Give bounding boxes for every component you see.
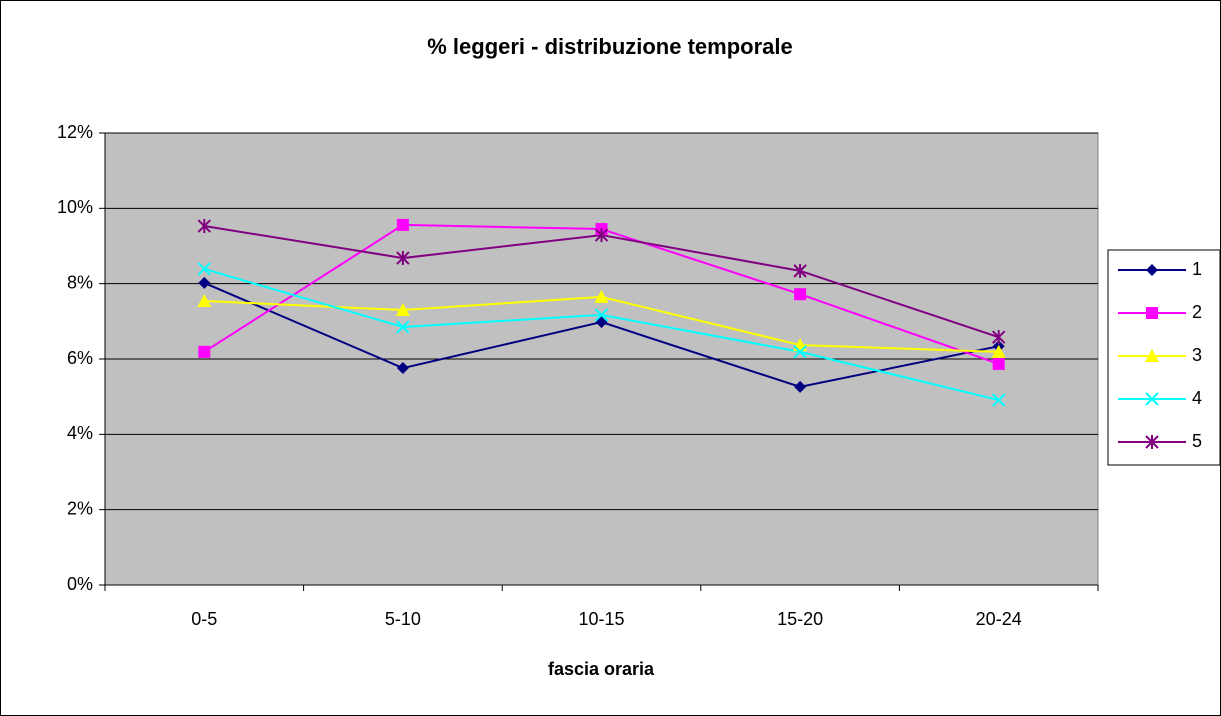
marker [396,218,409,231]
legend-label: 1 [1192,259,1202,279]
marker [396,251,410,266]
marker [594,308,609,322]
marker [396,320,410,334]
x-tick-label: 5-10 [385,609,421,629]
marker [594,289,609,303]
y-tick-label: 0% [67,574,93,594]
legend [1107,249,1221,466]
legend-marker [1145,392,1159,406]
legend-marker [1146,264,1158,276]
marker [794,380,807,393]
legend-marker [1145,435,1159,449]
y-tick-label: 2% [67,498,93,518]
marker [594,228,609,243]
marker [395,303,410,317]
x-tick-label: 0-5 [191,609,217,629]
legend-label: 5 [1192,431,1202,451]
marker [991,344,1006,358]
y-tick-label: 4% [67,423,93,443]
legend-label: 3 [1192,345,1202,365]
marker [794,288,807,301]
x-tick-label: 20-24 [976,609,1022,629]
marker [793,345,807,359]
y-tick-label: 6% [67,348,93,368]
marker [197,293,212,307]
y-tick-label: 12% [57,122,93,142]
marker [793,263,807,278]
legend-marker [1146,307,1158,319]
x-tick-label: 10-15 [578,609,624,629]
marker [991,393,1006,407]
y-tick-label: 10% [57,197,93,217]
marker [197,219,212,234]
x-tick-label: 15-20 [777,609,823,629]
marker [198,345,211,358]
marker [198,276,211,289]
marker [992,357,1005,370]
marker [396,362,409,375]
y-tick-label: 8% [67,272,93,292]
chart-title: % leggeri - distribuzione temporale [427,34,793,59]
legend-marker [1145,349,1159,362]
marker [991,330,1006,345]
legend-label: 4 [1192,388,1202,408]
x-axis-title: fascia oraria [548,659,655,679]
marker [197,262,212,276]
legend-label: 2 [1192,302,1202,322]
